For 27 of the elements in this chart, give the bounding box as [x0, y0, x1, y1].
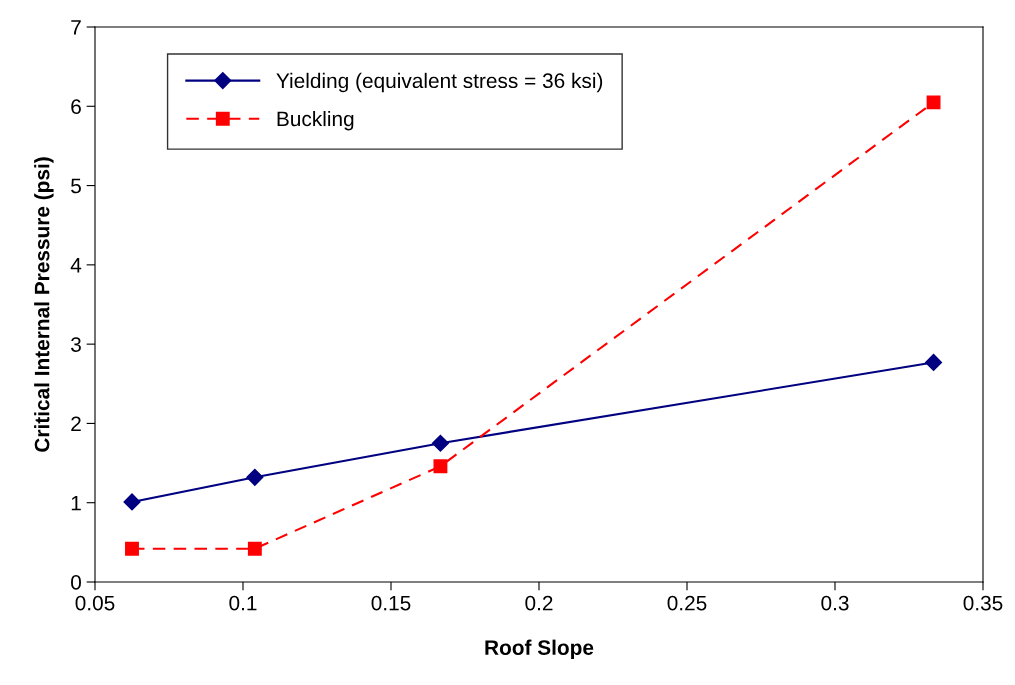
- y-tick-label: 2: [71, 416, 81, 431]
- y-tick-label: 1: [71, 495, 81, 511]
- point: [247, 541, 262, 556]
- point: [431, 434, 449, 452]
- x-tick-label: 0.25: [667, 595, 707, 611]
- y-tick-label: 3: [71, 337, 81, 352]
- x-tick-label: 0.3: [821, 595, 849, 611]
- x-tick-label: 0.05: [75, 595, 115, 611]
- x-axis-title: Roof Slope: [485, 639, 594, 660]
- point: [246, 468, 264, 486]
- legend-label: Yielding (equivalent stress = 36 ksi): [276, 72, 603, 93]
- x-tick-label: 0.2: [525, 595, 553, 611]
- point: [125, 541, 139, 556]
- y-tick-label: 0: [71, 575, 81, 590]
- x-tick-label: 0.35: [963, 595, 1003, 611]
- y-axis-title: Critical Internal Pressure (psi): [34, 157, 54, 452]
- point: [433, 459, 448, 474]
- y-tick-label: 5: [71, 178, 81, 194]
- point: [123, 493, 141, 511]
- point: [926, 95, 941, 110]
- point: [925, 353, 943, 371]
- y-tick-label: 4: [70, 258, 82, 273]
- y-tick-label: 6: [71, 99, 81, 115]
- x-tick-label: 0.1: [229, 595, 257, 611]
- x-tick-label: 0.15: [371, 595, 411, 611]
- legend-label: Buckling: [277, 110, 354, 131]
- y-tick-label: 7: [71, 20, 81, 35]
